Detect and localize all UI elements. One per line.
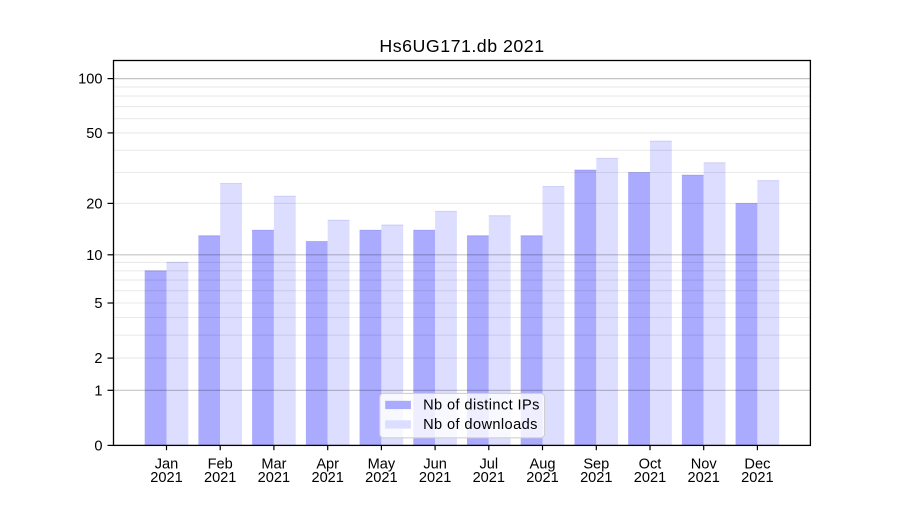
svg-text:Nov: Nov — [691, 457, 718, 473]
svg-text:Mar: Mar — [261, 457, 286, 473]
svg-text:Jul: Jul — [479, 457, 498, 473]
svg-text:Nb of downloads: Nb of downloads — [423, 417, 538, 433]
svg-text:2021: 2021 — [687, 470, 719, 486]
svg-text:2021: 2021 — [365, 470, 397, 486]
svg-text:2021: 2021 — [150, 470, 182, 486]
svg-text:2021: 2021 — [473, 470, 505, 486]
svg-text:100: 100 — [78, 72, 102, 88]
svg-text:Feb: Feb — [208, 457, 233, 473]
svg-text:5: 5 — [94, 296, 102, 312]
svg-text:Dec: Dec — [744, 457, 770, 473]
svg-text:Sep: Sep — [583, 457, 609, 473]
svg-text:2021: 2021 — [311, 470, 343, 486]
svg-text:2021: 2021 — [634, 470, 666, 486]
svg-text:Aug: Aug — [530, 457, 556, 473]
svg-text:Jun: Jun — [423, 457, 447, 473]
svg-text:Nb of distinct IPs: Nb of distinct IPs — [423, 397, 540, 413]
svg-text:20: 20 — [86, 196, 102, 212]
svg-text:0: 0 — [94, 438, 102, 454]
svg-text:Apr: Apr — [316, 457, 339, 473]
svg-text:2021: 2021 — [526, 470, 558, 486]
svg-text:2021: 2021 — [258, 470, 290, 486]
svg-text:Hs6UG171.db 2021: Hs6UG171.db 2021 — [379, 36, 544, 56]
svg-text:2021: 2021 — [741, 470, 773, 486]
svg-text:Jan: Jan — [155, 457, 179, 473]
svg-text:2021: 2021 — [419, 470, 451, 486]
svg-text:2021: 2021 — [580, 470, 612, 486]
svg-text:50: 50 — [86, 126, 102, 142]
svg-text:2: 2 — [94, 351, 102, 367]
svg-text:Oct: Oct — [639, 457, 662, 473]
svg-text:2021: 2021 — [204, 470, 236, 486]
svg-text:1: 1 — [94, 383, 102, 399]
svg-text:May: May — [368, 457, 396, 473]
svg-text:10: 10 — [86, 248, 102, 264]
